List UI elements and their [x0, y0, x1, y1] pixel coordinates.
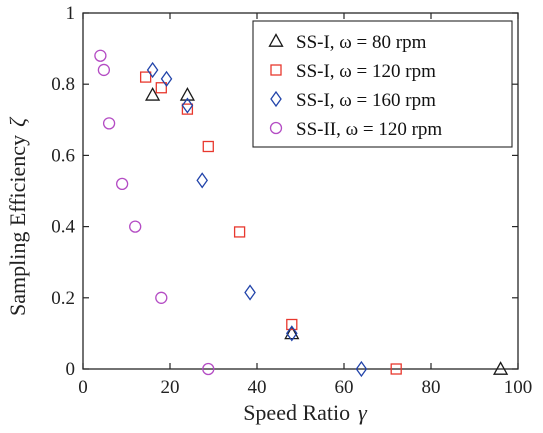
data-point — [155, 82, 167, 94]
data-points — [94, 49, 509, 378]
data-point — [144, 87, 161, 101]
series-diamond — [146, 61, 368, 378]
y-tick-label: 0 — [66, 359, 76, 380]
y-tick-label: 0.2 — [51, 288, 75, 309]
data-point — [129, 220, 142, 233]
legend-entry: SS-I, ω = 120 rpm — [296, 61, 436, 82]
data-point — [196, 172, 208, 189]
data-point — [160, 70, 173, 87]
data-point — [284, 325, 300, 340]
legend-entry: SS-II, ω = 120 rpm — [296, 119, 442, 140]
data-point — [139, 71, 152, 83]
legend-box — [252, 20, 513, 148]
data-point — [179, 87, 196, 101]
legend-marker — [270, 64, 282, 76]
axes-box — [82, 12, 519, 370]
legend-entry: SS-I, ω = 80 rpm — [296, 32, 427, 53]
y-tick-label: 0.6 — [51, 145, 75, 166]
data-point — [286, 325, 298, 342]
legend-marker — [269, 121, 283, 135]
data-point — [181, 97, 194, 114]
x-tick-label: 20 — [161, 377, 180, 398]
x-tick-label: 40 — [248, 377, 267, 398]
data-point — [244, 284, 256, 301]
legend-marker — [270, 90, 282, 108]
data-point — [146, 61, 159, 79]
x-tick-label: 60 — [335, 377, 354, 398]
x-tick-label: 0 — [78, 377, 88, 398]
data-point — [181, 103, 194, 115]
plot-area — [82, 12, 519, 370]
y-axis-label: Sampling Efficiencyζ — [5, 116, 30, 316]
legend-entry: SS-I, ω = 160 rpm — [296, 90, 436, 111]
series-triangle — [144, 87, 509, 375]
series-circle — [94, 49, 215, 376]
data-point — [97, 63, 111, 77]
data-point — [233, 226, 246, 238]
x-tick-label: 100 — [504, 377, 533, 398]
data-point — [492, 361, 509, 375]
series-square — [139, 71, 402, 375]
data-point — [286, 318, 298, 331]
data-point — [355, 360, 368, 378]
data-point — [202, 140, 214, 153]
data-point — [102, 117, 116, 130]
data-point — [116, 177, 129, 191]
legend-marker — [268, 33, 284, 47]
x-axis-label: Speed Ratio γ — [243, 400, 368, 425]
data-point — [94, 49, 107, 62]
y-tick-label: 0.8 — [51, 74, 75, 95]
y-tick-label: 1 — [66, 3, 76, 24]
data-point — [202, 362, 215, 376]
data-point — [155, 291, 168, 304]
legend: SS-I, ω = 80 rpm SS-I, ω = 120 rpm SS-I, ω… — [252, 20, 513, 148]
axis-ticks: 0 20 40 60 80 100 0 0.2 0.4 0.6 0.8 1 — [51, 3, 532, 398]
x-tick-label: 80 — [422, 377, 441, 398]
data-point — [390, 363, 402, 375]
y-tick-label: 0.4 — [51, 217, 75, 238]
